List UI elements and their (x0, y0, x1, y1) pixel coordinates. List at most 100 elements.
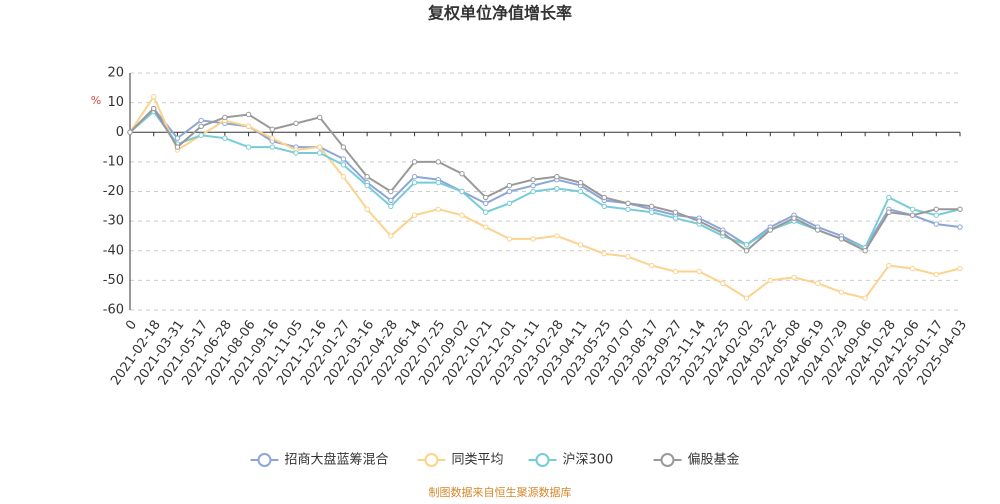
legend-swatch (257, 453, 272, 467)
point (649, 203, 655, 210)
series-line (129, 107, 961, 250)
point (554, 173, 560, 180)
point (245, 123, 252, 130)
point (601, 194, 607, 201)
point (672, 209, 679, 215)
point (530, 176, 536, 183)
point (364, 206, 370, 212)
point (791, 215, 797, 221)
point (767, 277, 773, 284)
point (720, 280, 726, 287)
legend-label: 招商大盘蓝筹混合 (285, 452, 389, 468)
point (483, 200, 489, 207)
point (459, 212, 465, 218)
point (601, 203, 607, 210)
point (340, 162, 347, 168)
point (530, 188, 536, 195)
point (862, 248, 868, 254)
point (767, 227, 773, 233)
point (506, 200, 513, 207)
point (198, 123, 204, 130)
point (198, 132, 204, 138)
point (815, 280, 821, 287)
point (245, 144, 252, 150)
point (269, 144, 275, 150)
point (317, 150, 323, 156)
point (435, 159, 441, 165)
series-line (129, 106, 960, 253)
x-tick-label: 0 (123, 318, 140, 333)
point (791, 274, 797, 281)
point (672, 268, 679, 275)
legend-item: 沪深300 (528, 452, 614, 468)
point (649, 209, 655, 215)
point (506, 182, 513, 189)
legend-label: 偏股基金 (688, 452, 740, 468)
point (696, 218, 702, 224)
point (317, 114, 323, 121)
point (577, 242, 584, 248)
point (388, 233, 394, 239)
point (483, 194, 489, 201)
y-tick-label: -50 (103, 273, 124, 288)
point (127, 129, 133, 135)
point (174, 135, 181, 141)
point (411, 173, 418, 180)
point (506, 188, 513, 195)
legend-swatch (535, 453, 550, 467)
point (933, 206, 939, 212)
point (151, 105, 157, 112)
point (886, 194, 892, 201)
point (530, 236, 536, 242)
point (293, 150, 299, 156)
point (506, 236, 513, 242)
point (411, 179, 418, 186)
point (838, 289, 845, 295)
point (743, 248, 750, 254)
point (269, 126, 275, 132)
point (530, 182, 536, 189)
point (435, 206, 441, 212)
point (886, 209, 892, 215)
point (838, 236, 845, 242)
legend-label: 沪深300 (563, 452, 614, 468)
point (625, 206, 631, 212)
point (886, 262, 892, 269)
series-line (129, 94, 961, 300)
y-tick-label: 20 (107, 66, 124, 81)
point (554, 185, 560, 192)
point (625, 200, 631, 207)
point (388, 188, 394, 195)
point (649, 262, 655, 269)
point (625, 253, 631, 260)
point (459, 188, 465, 195)
point (151, 94, 157, 100)
point (601, 251, 607, 257)
y-tick-label: -20 (103, 184, 124, 199)
point (696, 268, 702, 275)
point (340, 173, 347, 180)
point (720, 230, 726, 236)
point (411, 212, 418, 218)
y-tick-label: 0 (116, 125, 124, 140)
point (554, 233, 560, 239)
legend-item: 同类平均 (417, 453, 504, 468)
point (245, 111, 252, 118)
point (672, 215, 679, 221)
point (815, 227, 821, 233)
source-note: 制图数据来自恒生聚源数据库 (429, 485, 572, 499)
point (933, 212, 939, 218)
point (933, 221, 939, 227)
point (862, 295, 868, 301)
y-tick-label: -30 (103, 214, 124, 229)
chart-title: 复权单位净值增长率 (427, 4, 572, 23)
y-tick-label: -10 (103, 154, 124, 169)
point (340, 144, 347, 150)
point (411, 159, 418, 165)
point (483, 209, 489, 215)
point (577, 188, 584, 195)
legend-item: 招商大盘蓝筹混合 (250, 452, 389, 468)
point (388, 203, 394, 210)
point (483, 224, 489, 230)
